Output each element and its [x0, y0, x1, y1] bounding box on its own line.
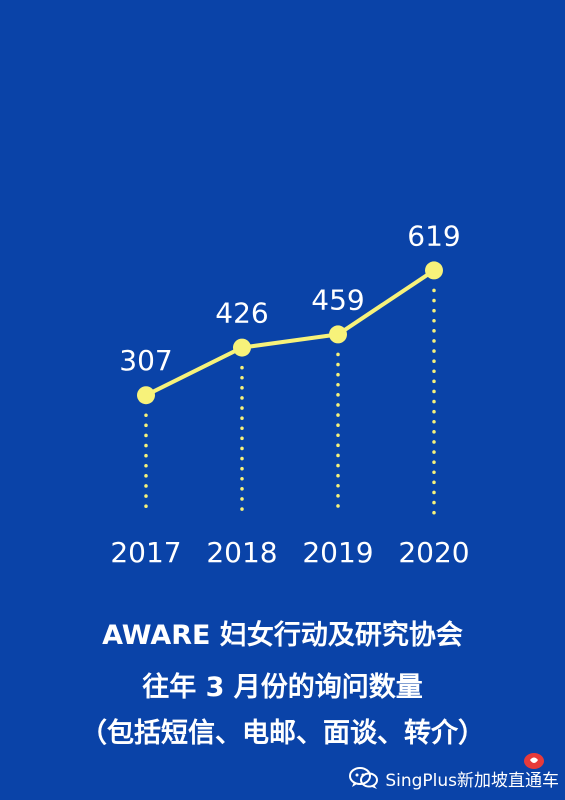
- x-tick-label-2020: 2020: [398, 536, 469, 569]
- data-point-2020: [425, 261, 443, 280]
- watermark: SingPlus新加坡直通车: [349, 765, 559, 791]
- data-label-2017: 307: [119, 344, 172, 377]
- data-label-2019: 459: [311, 283, 364, 316]
- x-tick-label-2018: 2018: [206, 536, 277, 569]
- dotted-guides: [144, 288, 436, 516]
- caption-subtitle: 往年 3 月份的询问数量: [142, 672, 423, 703]
- wechat-icon: [349, 767, 379, 789]
- caption-note: （包括短信、电邮、面谈、转介）: [80, 718, 485, 749]
- caption-title: AWARE 妇女行动及研究协会: [102, 620, 463, 651]
- data-points: [137, 261, 443, 405]
- data-labels: 307 426 459 619: [119, 219, 460, 377]
- x-tick-label-2017: 2017: [110, 536, 181, 569]
- x-tick-labels: 2017 2018 2019 2020: [110, 536, 469, 569]
- x-tick-label-2019: 2019: [302, 536, 373, 569]
- data-label-2020: 619: [407, 219, 460, 252]
- series-line: [145, 268, 436, 397]
- data-label-2018: 426: [215, 297, 268, 330]
- badge-icon: [524, 753, 544, 769]
- data-point-2019: [329, 325, 347, 344]
- watermark-text: SingPlus新加坡直通车: [385, 770, 559, 791]
- data-point-2017: [137, 386, 155, 405]
- data-point-2018: [233, 338, 251, 357]
